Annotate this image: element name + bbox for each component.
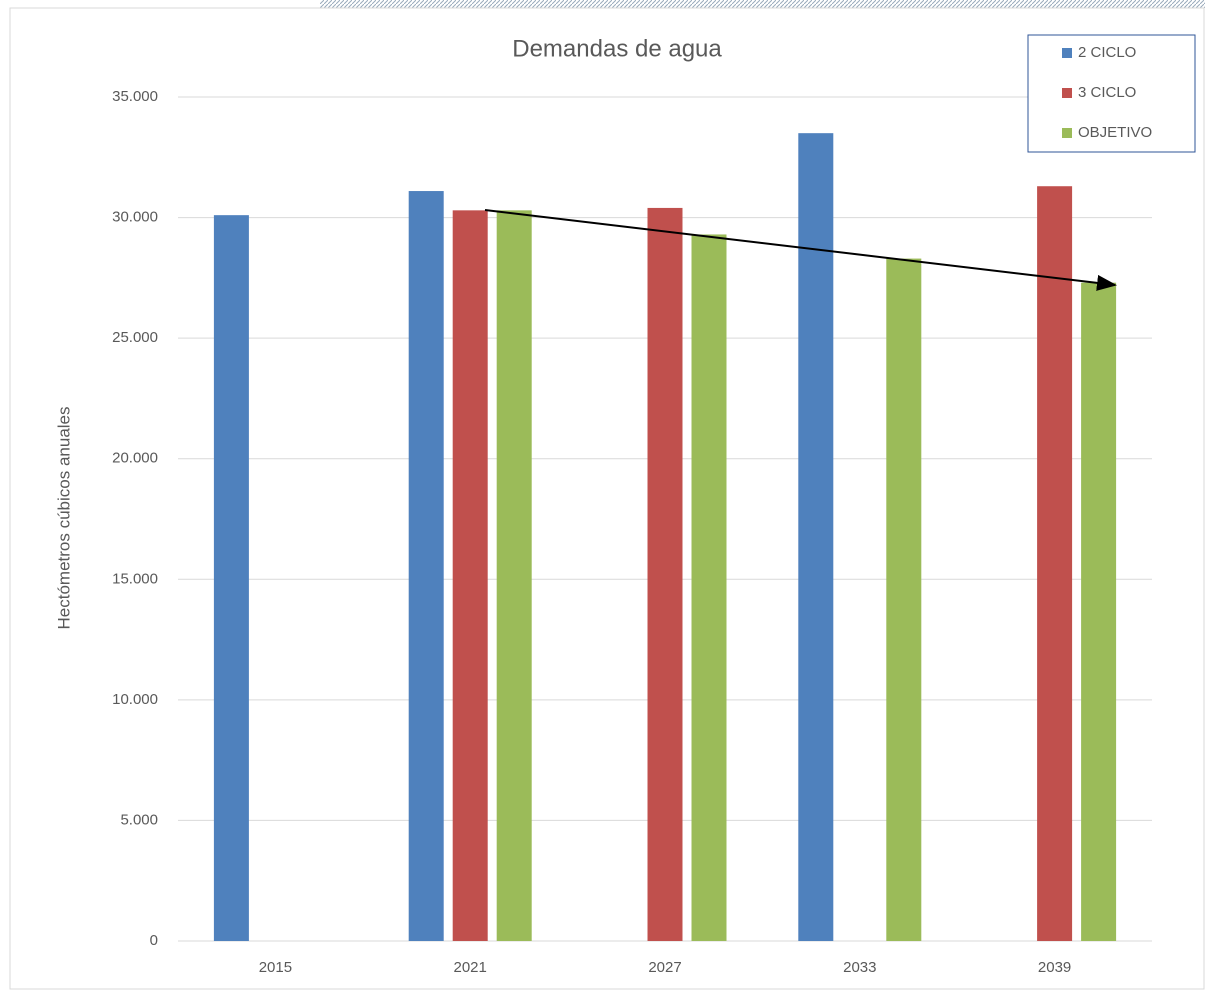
chart-frame: [9, 7, 1205, 990]
y-axis-label: Hectómetros cúbicos anuales: [54, 406, 73, 629]
bar: [408, 191, 444, 941]
x-tick-label: 2015: [259, 959, 292, 976]
legend-swatch: [1062, 128, 1072, 138]
bar: [886, 258, 922, 942]
y-tick-label: 35.000: [112, 88, 158, 105]
y-tick-label: 30.000: [112, 209, 158, 226]
bar: [798, 133, 834, 941]
bar: [647, 207, 683, 941]
y-tick-label: 25.000: [112, 329, 158, 346]
y-tick-label: 5.000: [120, 811, 158, 828]
chart-title: Demandas de agua: [512, 35, 722, 62]
y-tick-label: 20.000: [112, 450, 158, 467]
legend: [1027, 34, 1196, 153]
plot: [178, 96, 1152, 942]
legend-label: 2 CICLO: [1078, 44, 1136, 61]
x-tick-label: 2021: [454, 959, 487, 976]
legend-label: OBJETIVO: [1078, 124, 1152, 141]
bar: [691, 234, 727, 942]
x-tick-label: 2027: [648, 959, 681, 976]
bar: [1081, 282, 1117, 941]
bar: [1037, 186, 1073, 942]
x-tick-label: 2039: [1038, 959, 1071, 976]
legend-swatch: [1062, 88, 1072, 98]
legend-label: 3 CICLO: [1078, 84, 1136, 101]
bar: [213, 215, 249, 941]
y-tick-label: 15.000: [112, 570, 158, 587]
y-tick-label: 0: [150, 932, 158, 949]
bar: [452, 210, 488, 941]
legend-swatch: [1062, 48, 1072, 58]
hatch-band: [320, 0, 1205, 8]
bar: [496, 210, 532, 941]
y-tick-label: 10.000: [112, 691, 158, 708]
trend-arrow: [484, 209, 1117, 291]
x-tick-label: 2033: [843, 959, 876, 976]
